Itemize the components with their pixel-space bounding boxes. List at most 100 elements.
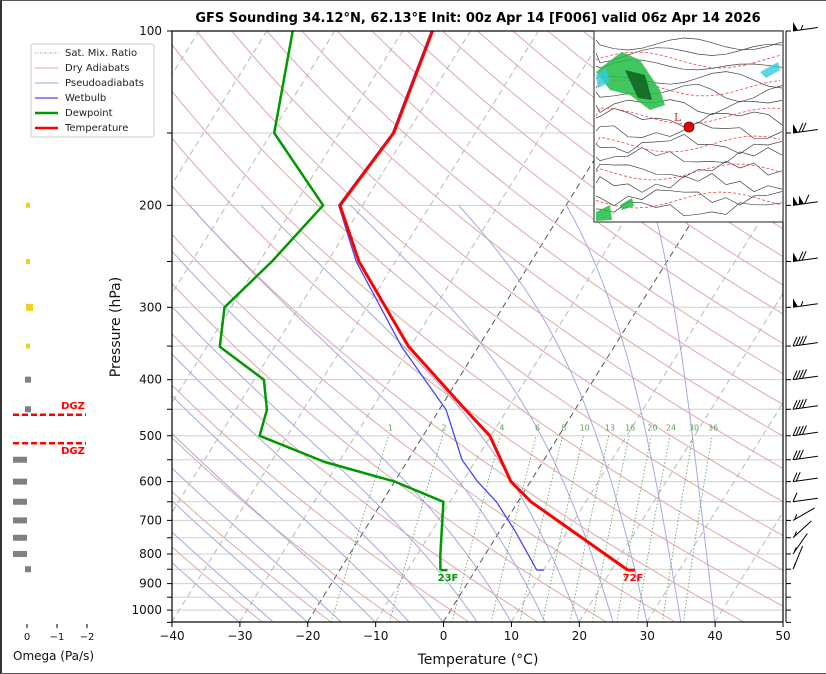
- isobar-contour: [595, 83, 783, 103]
- omega-bar: [26, 202, 30, 208]
- omega-bar: [25, 376, 31, 383]
- dry-adiabat: [172, 43, 783, 537]
- y-tick-label: 700: [139, 513, 162, 527]
- pseudoadiabat: [350, 204, 614, 622]
- y-tick-label: 800: [139, 547, 162, 561]
- isobar-contour: [595, 99, 783, 116]
- low-pressure-label: L: [674, 111, 682, 124]
- isotherm-line: [714, 511, 783, 622]
- x-tick-label: 30: [640, 629, 655, 643]
- wind-barb: [792, 520, 812, 539]
- pseudoadiabat: [458, 204, 648, 622]
- omega-bar: [13, 456, 27, 463]
- dry-adiabat: [371, 31, 783, 345]
- wind-barb: [792, 507, 815, 521]
- dry-adiabat: [172, 185, 746, 622]
- isobar-contour: [595, 147, 783, 164]
- pseudoadiabat: [172, 395, 410, 622]
- mixing-ratio-line: [661, 435, 694, 622]
- x-tick-label: −20: [295, 629, 320, 643]
- wind-barb: [792, 22, 818, 32]
- mixing-ratio-line: [330, 435, 390, 622]
- x-tick-label: 40: [707, 629, 722, 643]
- height-contour: [595, 51, 781, 69]
- pseudoadiabat: [172, 250, 512, 622]
- dry-adiabat: [172, 90, 783, 571]
- wind-barb: [792, 194, 818, 206]
- mixing-ratio-line: [682, 435, 713, 622]
- y-tick-label: 400: [139, 373, 162, 387]
- isobar-contour: [595, 201, 783, 217]
- omega-tick-1: −1: [50, 632, 65, 643]
- omega-bar: [25, 566, 31, 573]
- legend-temperature: Temperature: [64, 123, 128, 134]
- pseudoadiabat: [172, 353, 444, 622]
- omega-panel: [13, 202, 88, 628]
- mixing-ratio-label: 6: [535, 424, 540, 433]
- omega-tick-2: −2: [80, 632, 95, 643]
- dgz-label-top: DGZ: [61, 401, 85, 412]
- isotherm-line: [239, 31, 607, 622]
- wind-barb: [792, 471, 818, 483]
- isotherm-line: [646, 401, 783, 622]
- wind-barb: [792, 533, 808, 555]
- dry-adiabat: [172, 546, 264, 622]
- dry-adiabat: [301, 31, 783, 406]
- inset-map: L: [593, 30, 784, 223]
- mixing-ratio-line: [616, 435, 652, 622]
- x-axis-label: Temperature (°C): [417, 652, 539, 668]
- x-tick-label: 10: [504, 629, 519, 643]
- isotherm-line: [307, 31, 675, 622]
- x-tick-label: −30: [227, 629, 252, 643]
- mixing-ratio-label: 24: [666, 424, 676, 433]
- isobar-contour: [595, 133, 783, 155]
- legend-pseudoadiabats: Pseudoadiabats: [65, 78, 144, 89]
- omega-bar: [26, 303, 33, 311]
- mixing-ratio-label: 16: [625, 424, 635, 433]
- y-axis-label: Pressure (hPa): [108, 277, 124, 377]
- legend-dry-adiabats: Dry Adiabats: [65, 63, 129, 74]
- mixing-ratio-label: 4: [499, 424, 504, 433]
- wind-barb: [792, 335, 818, 347]
- wind-barb: [792, 398, 818, 410]
- pseudoadiabat: [652, 205, 716, 622]
- omega-bar: [13, 498, 27, 505]
- chart-title: GFS Sounding 34.12°N, 62.13°E Init: 00z …: [195, 11, 760, 26]
- wind-barb: [792, 122, 818, 134]
- x-tick-label: 50: [775, 629, 790, 643]
- isobar-contour: [595, 173, 783, 193]
- isotherm-line: [578, 292, 783, 622]
- dry-adiabat: [172, 233, 677, 622]
- pseudoadiabat: [172, 561, 241, 622]
- x-tick-label: 20: [572, 629, 587, 643]
- mixing-ratio-line: [636, 435, 671, 622]
- omega-tick-0: 0: [24, 632, 30, 643]
- dgz-label-bottom: DGZ: [61, 446, 85, 457]
- isotherm-line: [442, 73, 783, 622]
- isotherm-line: [172, 31, 539, 622]
- profiles: [218, 31, 635, 572]
- dry-adiabat: [442, 31, 783, 286]
- height-contour: [595, 191, 781, 209]
- isotherm-line: [172, 31, 471, 514]
- mixing-ratio-label: 20: [647, 424, 657, 433]
- pseudoadiabat: [172, 432, 376, 622]
- y-tick-label: 200: [139, 198, 162, 212]
- wind-barb: [792, 298, 818, 308]
- x-tick-label: −40: [159, 629, 184, 643]
- height-contour: [595, 107, 781, 125]
- y-tick-label: 1000: [131, 603, 162, 617]
- isobar-contour: [595, 189, 783, 207]
- x-tick-label: 0: [440, 629, 448, 643]
- wind-barb: [792, 369, 818, 381]
- axes: 1 2 4 6 8 10 13 16 20 24 30 36−40 −30 −20 −10 0 10 20 30 40…: [131, 24, 791, 643]
- isobar-contour: [595, 121, 783, 139]
- omega-bar: [13, 478, 27, 485]
- mixing-ratio-label: 8: [561, 424, 566, 433]
- mixing-ratio-label: 10: [580, 424, 590, 433]
- dry-adiabat: [172, 333, 539, 622]
- isotherm-line: [782, 620, 783, 622]
- legend-mixratio: Sat. Mix. Ratio: [65, 48, 137, 59]
- wind-barb: [792, 425, 818, 437]
- wind-barb: [792, 492, 818, 503]
